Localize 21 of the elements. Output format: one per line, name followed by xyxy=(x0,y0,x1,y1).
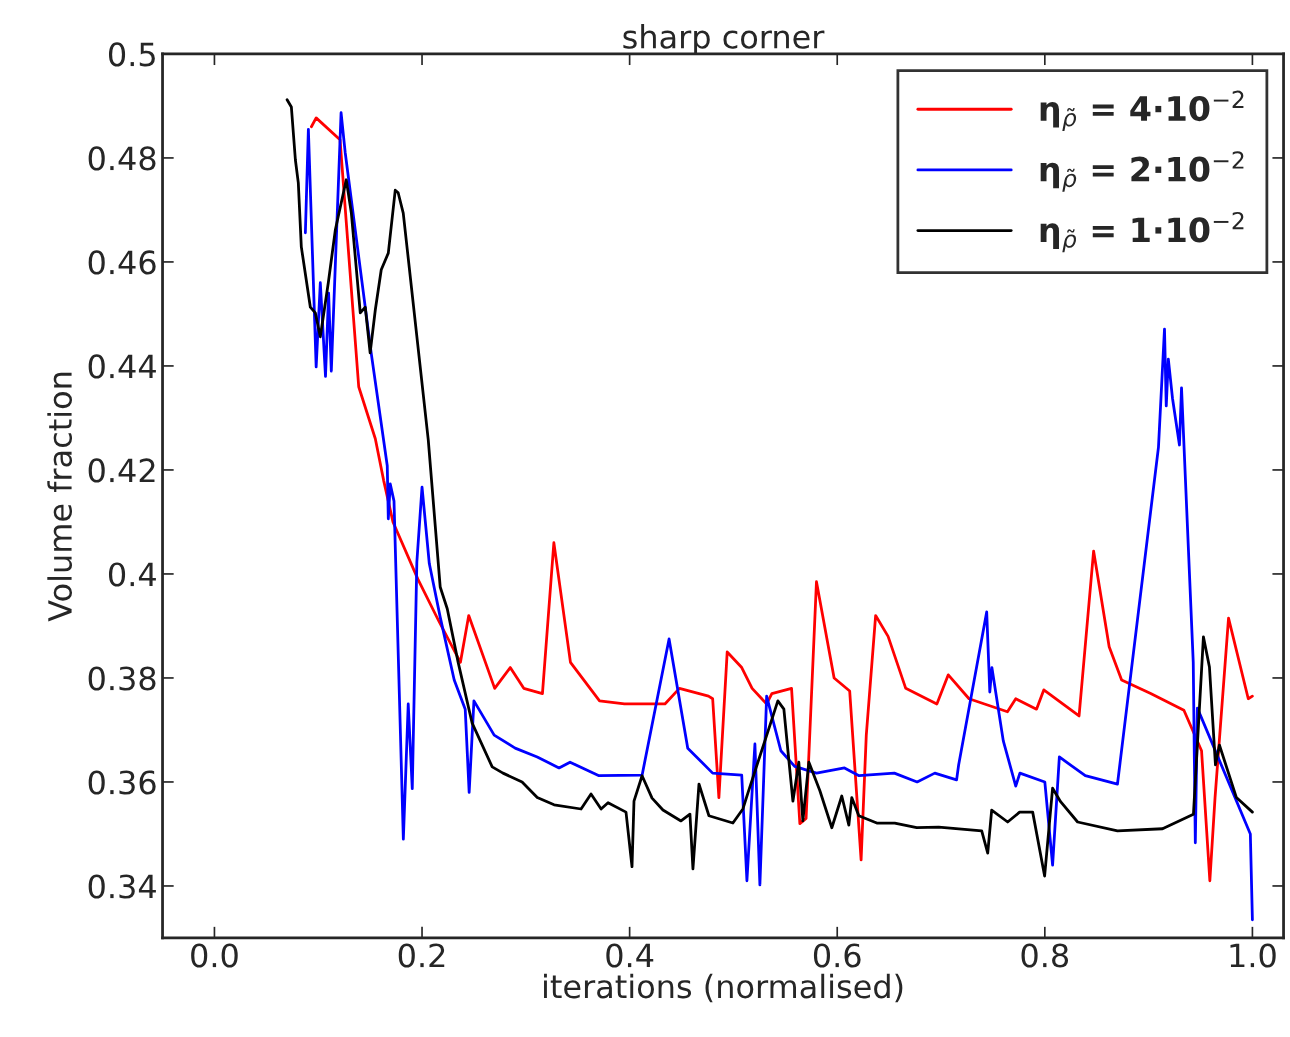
x-axis-title: iterations (normalised) xyxy=(544,973,903,1003)
x-tick-label: 0.6 xyxy=(813,943,861,968)
y-tick-label: 0.34 xyxy=(88,874,156,899)
y-tick-label: 0.36 xyxy=(88,770,156,795)
chart-title: sharp corner xyxy=(623,24,825,56)
y-tick-label: 0.4 xyxy=(108,562,156,587)
x-tick-label: 0.0 xyxy=(191,943,238,968)
y-tick-label: 0.44 xyxy=(88,354,156,379)
legend-label: η$_{ρ̃}$ = 4·10$^{−2}$ xyxy=(1040,90,1244,131)
y-tick-label: 0.42 xyxy=(88,458,155,483)
x-tick-label: 1.0 xyxy=(1230,943,1276,968)
x-tick-label: 0.2 xyxy=(398,943,445,968)
y-tick-label: 0.5 xyxy=(108,42,155,67)
y-axis-title: Volume fraction xyxy=(47,372,73,622)
x-tick-label: 0.8 xyxy=(1021,943,1069,968)
y-tick-label: 0.48 xyxy=(88,146,156,171)
y-tick-label: 0.38 xyxy=(88,666,156,691)
x-tick-label: 0.4 xyxy=(606,943,654,968)
y-tick-label: 0.46 xyxy=(88,250,156,275)
legend-label: η$_{ρ̃}$ = 1·10$^{−2}$ xyxy=(1040,211,1244,253)
legend-label: η$_{ρ̃}$ = 2·10$^{−2}$ xyxy=(1040,151,1244,192)
